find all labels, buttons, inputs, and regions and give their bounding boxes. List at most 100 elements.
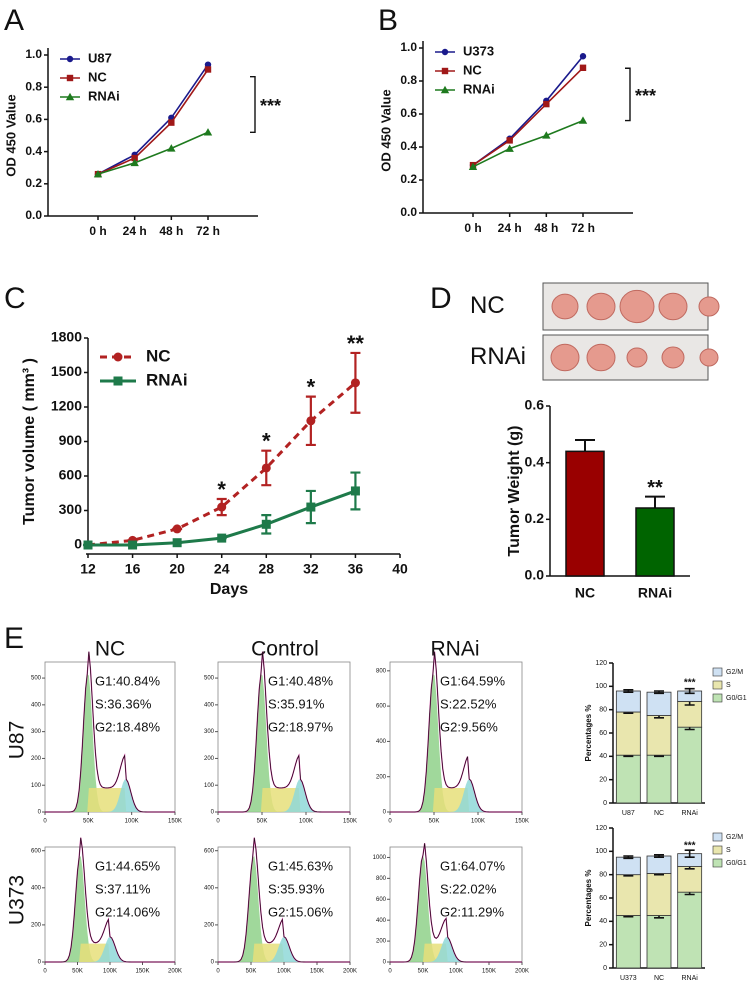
row-label: U373 bbox=[6, 875, 29, 925]
x-tick-label: 0 h bbox=[89, 224, 106, 238]
x-tick-label: 200K bbox=[168, 969, 182, 975]
y-tick-label: 0 bbox=[603, 965, 607, 972]
column-title: NC bbox=[95, 638, 125, 661]
legend-swatch bbox=[712, 680, 723, 690]
y-tick-label: 400 bbox=[204, 885, 215, 891]
line bbox=[97, 69, 209, 175]
histogram-outline bbox=[218, 651, 350, 813]
x-tick-label: U87 bbox=[622, 810, 635, 817]
y-tick-label: 0 bbox=[38, 960, 42, 966]
marker bbox=[440, 85, 450, 94]
panel-label: C bbox=[4, 282, 26, 315]
y-tick-label: 300 bbox=[59, 501, 83, 517]
x-tick-label: 0 bbox=[216, 969, 220, 975]
bar-segment bbox=[646, 915, 672, 969]
marker bbox=[168, 119, 175, 126]
y-tick-label: 80 bbox=[599, 872, 607, 879]
marker bbox=[579, 64, 587, 71]
y-tick-label: 0 bbox=[383, 810, 387, 816]
stat-label: G1:64.59% bbox=[440, 673, 505, 688]
bracket bbox=[250, 75, 256, 133]
tumor bbox=[698, 296, 720, 317]
y-tick-label: 200 bbox=[31, 756, 42, 762]
bar-segment bbox=[615, 690, 641, 713]
error-bar bbox=[623, 855, 634, 860]
y-tick-label: 0.0 bbox=[400, 205, 417, 219]
y-tick-label: 0.2 bbox=[400, 172, 417, 186]
y-axis-label: OD 450 Value bbox=[3, 94, 18, 176]
legend-swatch bbox=[712, 693, 723, 703]
marker bbox=[217, 502, 227, 512]
y-tick-label: 0.6 bbox=[25, 112, 42, 126]
legend-label: S bbox=[726, 682, 731, 689]
legend-swatch bbox=[712, 832, 723, 842]
line bbox=[472, 55, 584, 166]
y-tick-label: 400 bbox=[31, 885, 42, 891]
marker bbox=[83, 540, 93, 550]
y-tick-label: 500 bbox=[204, 676, 215, 682]
y-tick-label: 1000 bbox=[373, 855, 387, 861]
stat-label: G1:44.65% bbox=[95, 858, 160, 873]
stat-label: S:35.93% bbox=[268, 881, 325, 896]
y-tick-label: 0 bbox=[383, 960, 387, 966]
bar-segment bbox=[646, 691, 672, 716]
histogram-outline bbox=[390, 651, 522, 813]
marker bbox=[66, 74, 74, 82]
panel-label: E bbox=[4, 622, 24, 655]
legend-label: U87 bbox=[88, 50, 112, 65]
x-tick-label: 100K bbox=[471, 819, 485, 825]
annotation: *** bbox=[684, 678, 696, 689]
stat-label: G2:18.97% bbox=[268, 719, 333, 734]
x-tick-label: 50K bbox=[83, 819, 94, 825]
x-tick-label: 0 bbox=[43, 819, 47, 825]
bar-segment bbox=[677, 726, 703, 804]
y-tick-label: 200 bbox=[204, 922, 215, 928]
y-tick-label: 120 bbox=[595, 825, 607, 832]
x-tick-label: 0 bbox=[43, 969, 47, 975]
y-tick-label: 40 bbox=[599, 753, 607, 760]
annotation: ** bbox=[647, 477, 663, 499]
marker bbox=[128, 540, 138, 550]
legend-label: NC bbox=[146, 346, 171, 365]
legend-label: G0/G1 bbox=[726, 695, 747, 702]
y-tick-label: 0.8 bbox=[400, 73, 417, 87]
x-tick-label: 28 bbox=[258, 561, 274, 577]
y-tick-label: 20 bbox=[599, 777, 607, 784]
annotation: * bbox=[217, 477, 226, 502]
marker bbox=[542, 131, 551, 139]
y-tick-label: 600 bbox=[204, 848, 215, 854]
y-tick-label: 1.0 bbox=[25, 47, 42, 61]
x-tick-label: 150K bbox=[310, 969, 324, 975]
marker bbox=[130, 158, 139, 167]
y-tick-label: 0.4 bbox=[525, 453, 545, 469]
stat-label: G2:11.29% bbox=[440, 904, 505, 919]
y-tick-label: 0.0 bbox=[25, 208, 42, 222]
annotation: ** bbox=[347, 331, 365, 356]
y-tick-label: 0.2 bbox=[525, 510, 545, 526]
legend-label: NC bbox=[88, 69, 107, 84]
y-tick-label: 0 bbox=[74, 536, 82, 552]
legend-label: G2/M bbox=[726, 669, 743, 676]
y-tick-label: 20 bbox=[599, 942, 607, 949]
x-tick-label: 72 h bbox=[196, 224, 220, 238]
legend-swatch bbox=[712, 845, 723, 855]
marker bbox=[113, 376, 123, 386]
marker bbox=[217, 533, 227, 543]
stat-label: S:22.52% bbox=[440, 696, 497, 711]
bar-segment bbox=[615, 856, 641, 876]
histogram-component bbox=[45, 856, 175, 962]
x-tick-label: 50K bbox=[257, 819, 268, 825]
x-tick-label: 100K bbox=[277, 969, 291, 975]
x-tick-label: 100K bbox=[125, 819, 139, 825]
histogram-component bbox=[390, 788, 522, 812]
x-tick-label: 200K bbox=[343, 969, 357, 975]
error-bar bbox=[684, 849, 695, 858]
stat-label: G2:9.56% bbox=[440, 719, 498, 734]
x-tick-label: 24 bbox=[214, 561, 230, 577]
y-tick-label: 200 bbox=[376, 939, 387, 945]
x-tick-label: 72 h bbox=[571, 221, 595, 235]
histogram-component bbox=[218, 936, 350, 962]
histogram-component bbox=[218, 788, 350, 812]
bar-segment bbox=[646, 715, 672, 756]
x-tick-label: 150K bbox=[343, 819, 357, 825]
